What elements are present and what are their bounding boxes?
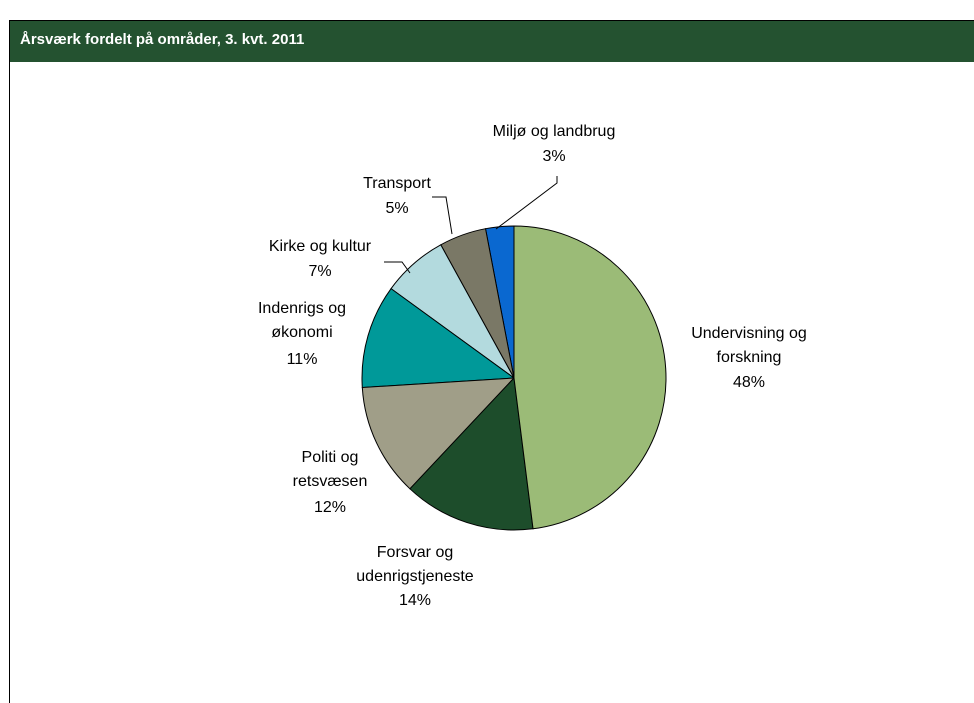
slice-label: Forsvar og udenrigstjeneste [356,544,474,585]
pie-slice [361,377,516,490]
slice-label: Undervisning og forskning [691,325,807,366]
chart-title: Årsværk fordelt på områder, 3. kvt. 2011 [20,31,305,48]
slice-label: Politi og retsvæsen [292,449,368,490]
slice-value-label: 3% [542,148,566,165]
slice-value-label: 11% [286,351,318,368]
frame [9,20,974,703]
slice-value-label: 48% [732,374,766,391]
header-bar [10,21,974,62]
leader-line [495,176,558,230]
slice-label: Indenrigs og økonomi [257,300,347,341]
slice-label: Kirke og kultur [268,238,372,255]
slice-label: Transport [363,175,431,192]
slice-value-label: 14% [398,592,432,609]
pie-slice [513,225,667,530]
slice-label: Miljø og landbrug [492,123,616,140]
leader-line [432,196,453,235]
slice-value-label: 12% [313,499,347,516]
slice-value-label: 5% [385,200,409,217]
slice-value-label: 7% [308,263,332,280]
pie-slice [361,287,516,389]
leader-line [384,261,411,274]
pie-slice [409,376,534,531]
